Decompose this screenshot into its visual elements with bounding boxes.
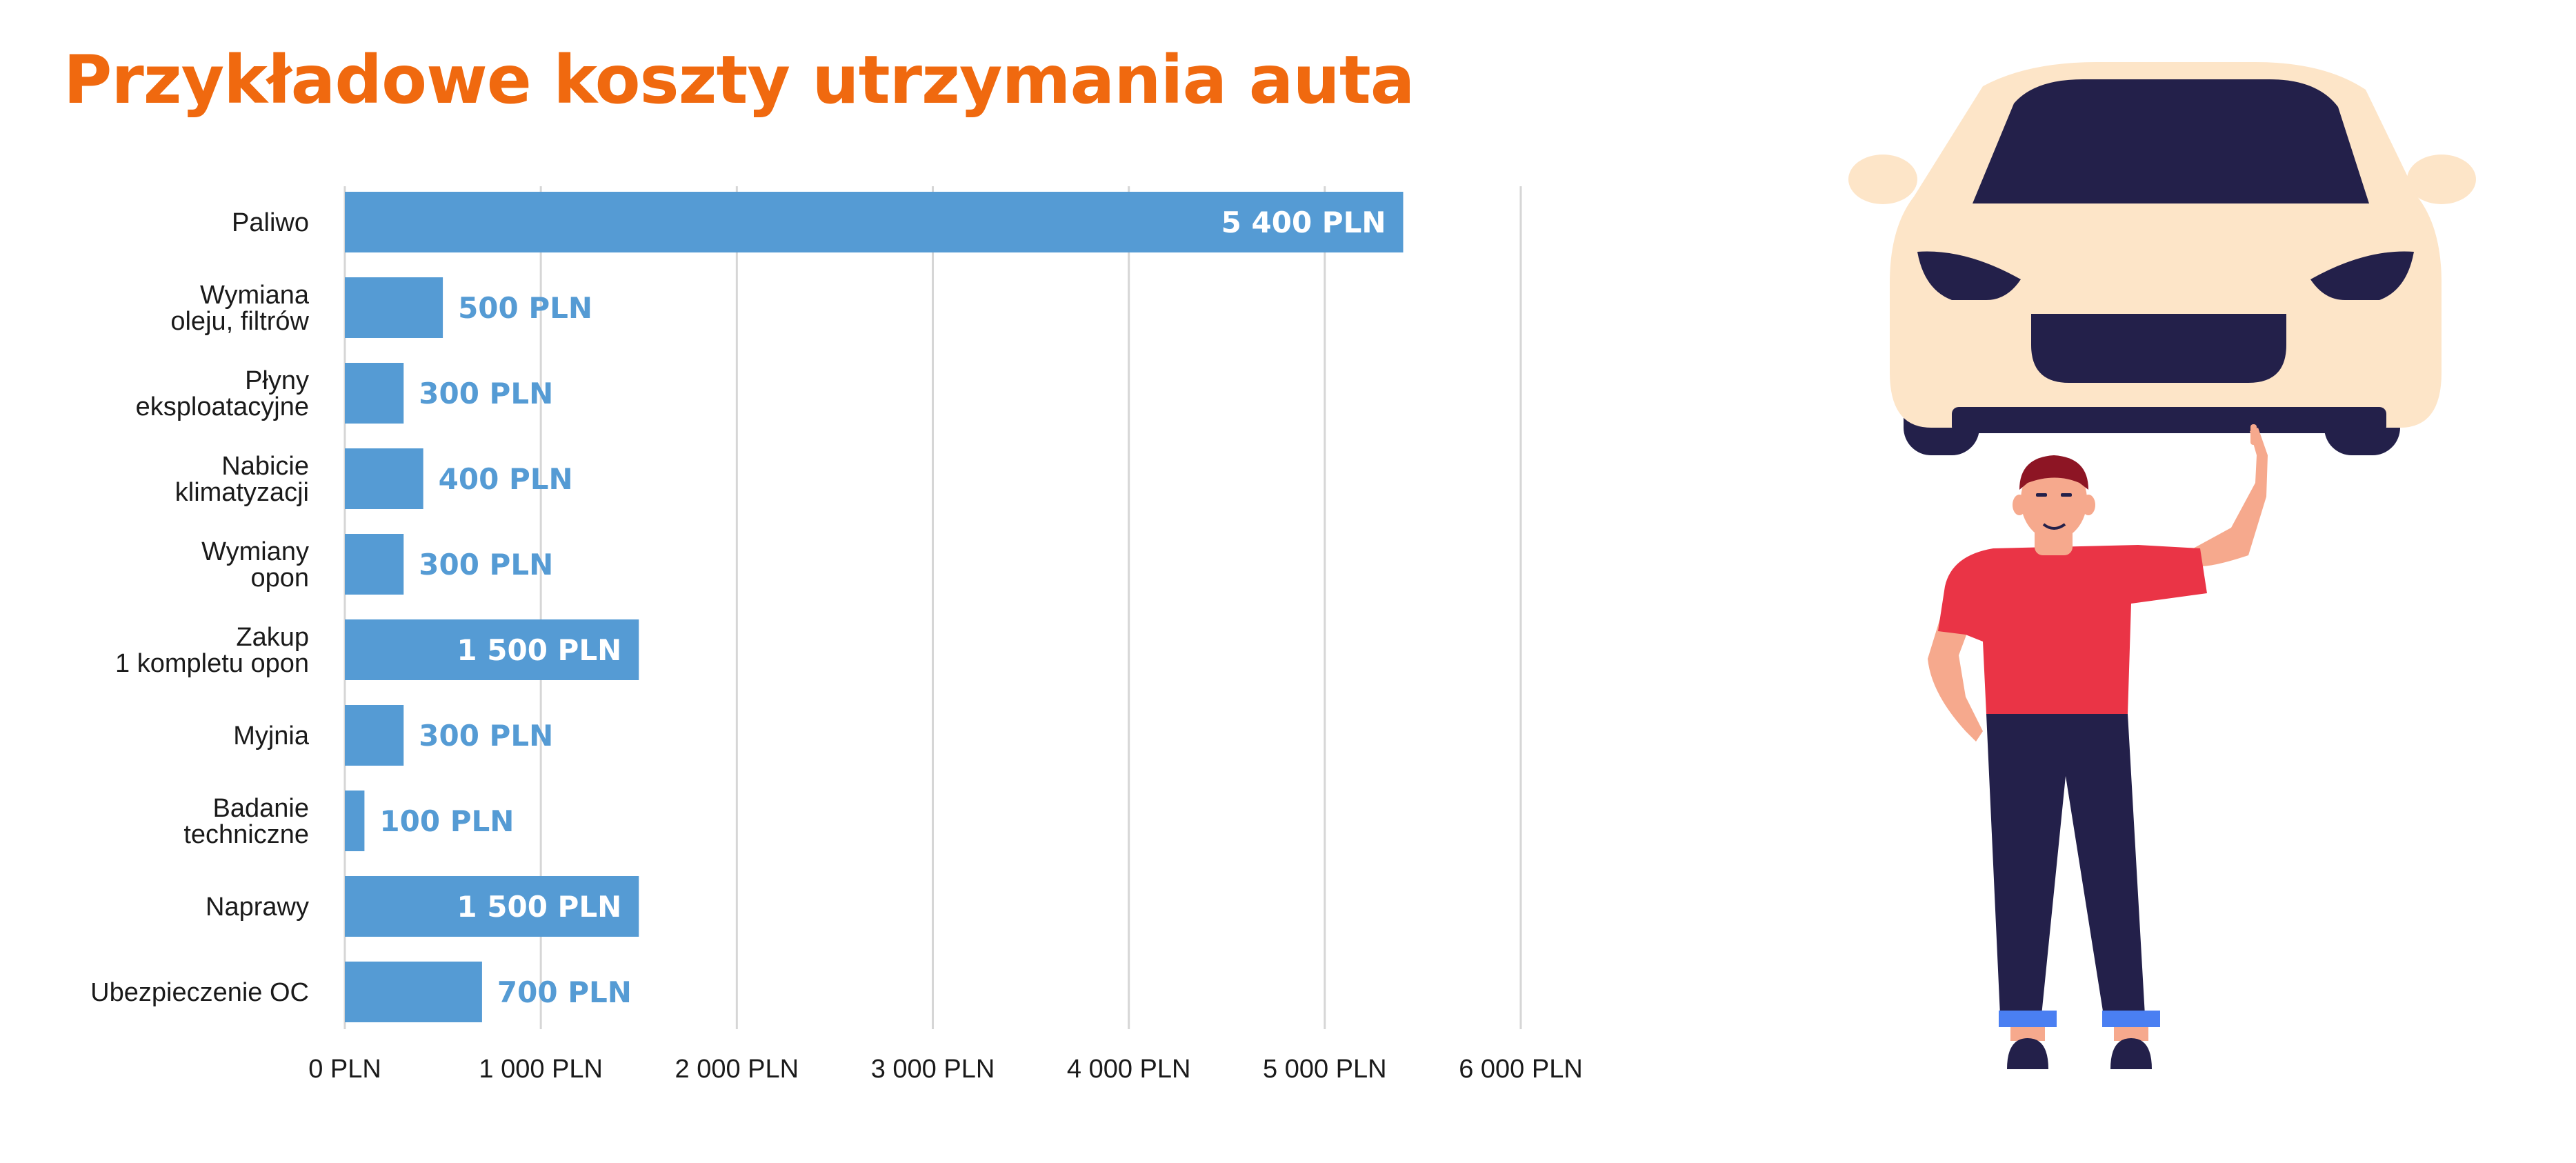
- category-label: Wymiany: [201, 537, 309, 566]
- bar: [345, 534, 404, 595]
- value-label: 300 PLN: [419, 548, 553, 582]
- bar: [345, 705, 404, 766]
- bar: [345, 192, 1404, 252]
- bar: [345, 791, 365, 851]
- bar: [345, 619, 639, 680]
- value-label: 300 PLN: [419, 377, 553, 410]
- category-label: oleju, filtrów: [170, 307, 309, 336]
- value-label: 1 500 PLN: [457, 633, 621, 667]
- x-tick-label: 2 000 PLN: [675, 1055, 799, 1084]
- person-icon: [1928, 424, 2268, 1069]
- x-tick-label: 0 PLN: [308, 1055, 381, 1084]
- car-person-illustration: [1848, 62, 2476, 1069]
- category-label: Ubezpieczenie OC: [90, 978, 309, 1007]
- category-label: 1 kompletu opon: [115, 649, 309, 678]
- bars: [345, 192, 1404, 1022]
- value-label: 700 PLN: [497, 975, 632, 1009]
- bar: [345, 876, 639, 937]
- x-axis-tick-labels: 0 PLN 1 000 PLN 2 000 PLN 3 000 PLN 4 000 PL…: [308, 1055, 1583, 1084]
- category-label: Naprawy: [206, 893, 309, 922]
- category-label: Nabicie: [221, 452, 309, 481]
- x-tick-label: 4 000 PLN: [1067, 1055, 1191, 1084]
- bar: [345, 962, 482, 1022]
- value-label: 300 PLN: [419, 719, 553, 753]
- car-icon: [1848, 62, 2476, 455]
- category-label: opon: [250, 564, 309, 593]
- category-label: Myjnia: [233, 722, 310, 751]
- value-label: 100 PLN: [379, 804, 514, 838]
- x-tick-label: 1 000 PLN: [479, 1055, 603, 1084]
- bar: [345, 448, 423, 509]
- value-label: 500 PLN: [458, 291, 592, 325]
- category-label: techniczne: [183, 820, 309, 849]
- bar: [345, 277, 443, 338]
- value-labels: 5 400 PLN 500 PLN 300 PLN 400 PLN 300 PLN 1 5…: [379, 206, 1386, 1009]
- x-tick-label: 6 000 PLN: [1459, 1055, 1583, 1084]
- bar: [345, 363, 404, 424]
- category-label: eksploatacyjne: [136, 392, 309, 421]
- value-label: 5 400 PLN: [1221, 206, 1386, 239]
- value-label: 1 500 PLN: [457, 890, 621, 924]
- category-label: Zakup: [236, 623, 309, 652]
- x-tick-label: 3 000 PLN: [871, 1055, 995, 1084]
- category-label: klimatyzacji: [175, 478, 309, 507]
- category-label: Wymiana: [200, 281, 310, 310]
- x-tick-label: 5 000 PLN: [1263, 1055, 1387, 1084]
- category-label: Płyny: [245, 366, 309, 395]
- chart-title: Przykładowe koszty utrzymania auta: [63, 41, 1415, 119]
- category-label: Paliwo: [232, 208, 309, 237]
- category-label: Badanie: [213, 794, 309, 823]
- value-label: 400 PLN: [439, 462, 573, 496]
